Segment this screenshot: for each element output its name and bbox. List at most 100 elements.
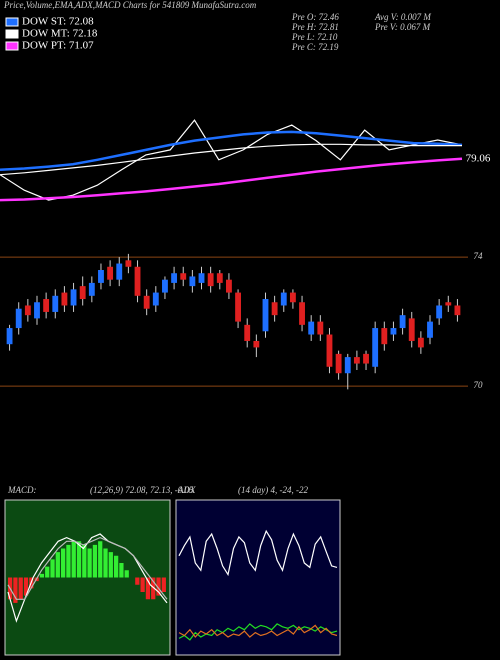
- legend-swatch: [5, 17, 19, 27]
- histogram-bar: [119, 563, 124, 578]
- histogram-bar: [66, 544, 71, 578]
- candle-body: [381, 328, 388, 345]
- candle-body: [427, 321, 433, 338]
- candle-body: [152, 292, 159, 306]
- histogram-bar: [92, 544, 98, 578]
- panel-subtitle: (14 day) 4, -24, -22: [238, 485, 308, 495]
- candle-body: [134, 266, 141, 296]
- page-title: Price,Volume,EMA,ADX,MACD Charts for 541…: [3, 0, 257, 10]
- candle-body: [180, 273, 187, 280]
- histogram-bar: [135, 577, 140, 585]
- histogram-bar: [18, 577, 23, 600]
- histogram-bar: [108, 552, 113, 578]
- candle-body: [107, 266, 114, 280]
- candle-body: [372, 328, 379, 367]
- candle-body: [61, 292, 68, 306]
- candle-body: [198, 273, 205, 283]
- stat: Avg V: 0.007 M: [374, 12, 431, 22]
- histogram-bar: [76, 541, 82, 578]
- candle-body: [143, 295, 150, 309]
- legend-label: DOW ST: 72.08: [22, 16, 94, 28]
- histogram-bar: [114, 555, 119, 578]
- last-value-label: 79.06: [466, 152, 491, 164]
- histogram-bar: [55, 552, 60, 578]
- stat: Pre V: 0.067 M: [374, 22, 431, 32]
- candle-body: [125, 260, 132, 267]
- histogram-bar: [103, 548, 108, 578]
- candle-body: [317, 321, 324, 335]
- panel-title: MACD:: [7, 485, 37, 495]
- series-line: [178, 624, 338, 638]
- stat: Pre H: 72.81: [291, 22, 339, 32]
- candle-body: [289, 292, 296, 303]
- series-line: [178, 529, 338, 577]
- histogram-bar: [82, 544, 87, 578]
- histogram-bar: [13, 577, 18, 603]
- histogram-bar: [39, 573, 45, 578]
- candle-body: [70, 289, 77, 306]
- candle-body: [207, 273, 214, 287]
- candle-body: [244, 324, 251, 341]
- legend-label: DOW PT: 71.07: [22, 40, 94, 52]
- candle-body: [262, 299, 269, 332]
- candle-body: [353, 357, 360, 364]
- legend-label: DOW MT: 72.18: [22, 28, 98, 40]
- candle-body: [226, 279, 232, 293]
- histogram-bar: [45, 566, 50, 578]
- candle-body: [216, 273, 223, 283]
- candle-body: [445, 302, 452, 306]
- histogram-bar: [161, 577, 166, 592]
- candle-body: [34, 302, 40, 319]
- candle-body: [162, 279, 168, 293]
- candle-body: [24, 305, 31, 316]
- candle-body: [253, 340, 260, 348]
- candle-body: [454, 305, 461, 316]
- candle-body: [6, 328, 13, 345]
- series-line: [0, 119, 463, 201]
- histogram-bar: [50, 559, 55, 578]
- candle-body: [326, 334, 333, 367]
- candle-body: [363, 353, 369, 364]
- candle-body: [52, 295, 59, 312]
- stat: Pre O: 72.46: [291, 12, 339, 22]
- stat: Pre L: 72.10: [291, 32, 338, 42]
- candle-body: [280, 292, 287, 306]
- histogram-bar: [71, 541, 76, 578]
- candle-body: [399, 315, 406, 329]
- candle-body: [43, 299, 50, 312]
- y-tick-label: 70: [474, 380, 484, 390]
- candle-body: [344, 357, 351, 374]
- candle-body: [417, 337, 424, 348]
- panel-subtitle: (12,26,9) 72.08, 72.13, -0.05: [90, 485, 194, 495]
- candle-body: [98, 270, 104, 283]
- candle-body: [335, 353, 342, 374]
- candle-body: [408, 318, 415, 341]
- candle-body: [15, 308, 22, 329]
- candle-body: [116, 263, 123, 280]
- candle-body: [171, 273, 178, 283]
- panel-title: ADX: [177, 485, 196, 495]
- candle-body: [436, 305, 443, 319]
- series-line: [0, 130, 463, 171]
- legend-swatch: [5, 29, 19, 39]
- series-line: [0, 143, 462, 176]
- histogram-bar: [87, 548, 92, 578]
- candle-body: [189, 276, 196, 287]
- candle-body: [308, 321, 315, 335]
- series-line: [0, 157, 463, 202]
- histogram-bar: [151, 577, 156, 600]
- histogram-bar: [140, 577, 145, 592]
- histogram-bar: [23, 577, 29, 596]
- candle-body: [390, 328, 397, 335]
- y-tick-label: 74: [474, 251, 484, 261]
- series-line: [7, 536, 168, 600]
- histogram-bar: [98, 541, 103, 578]
- histogram-bar: [156, 577, 161, 596]
- histogram-bar: [61, 548, 66, 578]
- histogram-bar: [124, 570, 129, 578]
- candle-body: [299, 302, 305, 325]
- candle-body: [88, 282, 95, 296]
- candle-body: [235, 292, 241, 322]
- stat: Pre C: 72.19: [291, 42, 339, 52]
